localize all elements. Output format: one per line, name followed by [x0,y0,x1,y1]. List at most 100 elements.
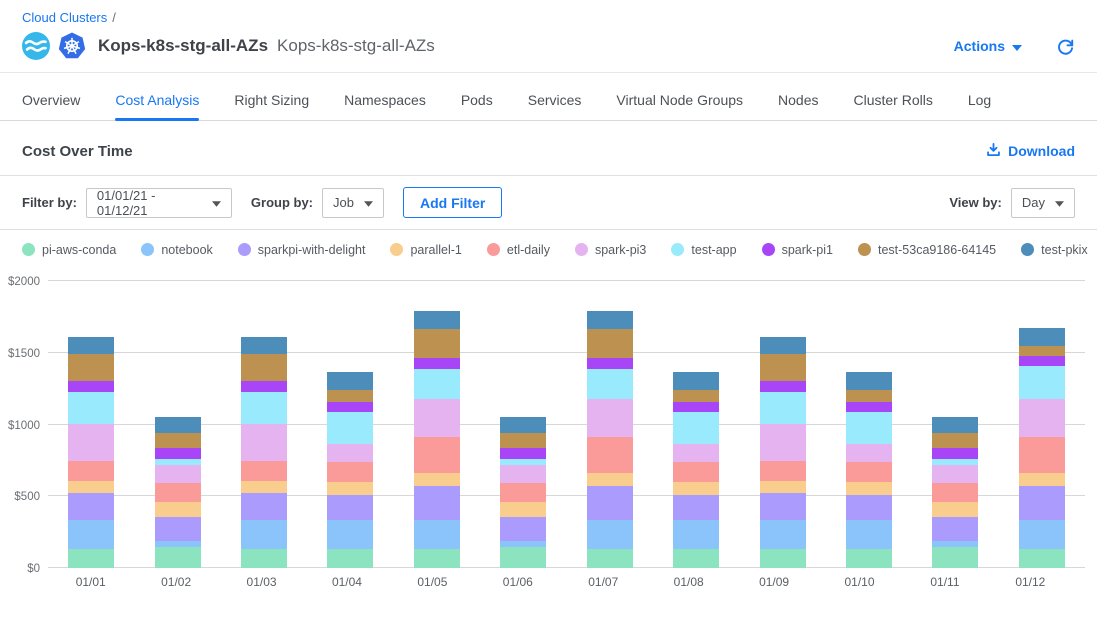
download-button[interactable]: Download [986,142,1075,160]
bar-segment-test-53ca9186-64145[interactable] [413,329,460,358]
bar-segment-spark-pi1[interactable] [413,357,460,369]
legend-item-parallel-1[interactable]: parallel-1 [390,243,462,257]
bar-segment-test-app[interactable] [586,368,633,399]
legend-item-spark-pi3[interactable]: spark-pi3 [574,243,646,257]
legend-item-etl-daily[interactable]: etl-daily [486,243,550,257]
bar-segment-pi-aws-conda[interactable] [846,548,892,568]
bar-segment-test-53ca9186-64145[interactable] [586,329,633,358]
bar-segment-sparkpi-with-delight[interactable] [932,517,979,542]
bar-segment-test-53ca9186-64145[interactable] [1018,345,1065,356]
bar-segment-test-pkix[interactable] [932,417,979,434]
bar-segment-test-53ca9186-64145[interactable] [154,433,201,449]
bar-01-06[interactable] [500,417,547,568]
bar-01-12[interactable] [1018,328,1065,568]
legend-item-test-pkix[interactable]: test-pkix [1021,243,1088,257]
bar-01-08[interactable] [673,371,720,568]
bar-segment-test-app[interactable] [1018,365,1065,399]
bar-segment-parallel-1[interactable] [327,481,374,495]
bar-segment-pi-aws-conda[interactable] [586,548,633,568]
bar-segment-notebook[interactable] [1018,519,1065,549]
bar-segment-notebook[interactable] [413,519,460,549]
bar-segment-sparkpi-with-delight[interactable] [846,494,892,520]
bar-01-02[interactable] [154,417,201,568]
bar-segment-spark-pi3[interactable] [586,398,633,437]
bar-segment-test-app[interactable] [759,391,806,424]
bar-segment-test-app[interactable] [500,459,547,465]
bar-segment-test-pkix[interactable] [673,371,720,391]
bar-segment-spark-pi3[interactable] [154,464,201,484]
bar-segment-test-53ca9186-64145[interactable] [68,353,115,381]
tab-namespaces[interactable]: Namespaces [344,92,426,108]
bar-01-11[interactable] [932,417,979,568]
bar-01-01[interactable] [68,337,115,568]
bar-segment-spark-pi3[interactable] [846,443,892,462]
tab-nodes[interactable]: Nodes [778,92,819,108]
bar-segment-test-53ca9186-64145[interactable] [327,390,374,402]
legend-item-sparkpi-with-delight[interactable]: sparkpi-with-delight [237,243,365,257]
bar-segment-sparkpi-with-delight[interactable] [327,494,374,520]
bar-segment-pi-aws-conda[interactable] [327,548,374,568]
bar-segment-pi-aws-conda[interactable] [1018,548,1065,568]
tab-overview[interactable]: Overview [22,92,81,108]
view-by-dropdown[interactable]: Day [1010,187,1075,218]
bar-segment-spark-pi1[interactable] [68,380,115,392]
bar-segment-notebook[interactable] [68,519,115,550]
bar-01-03[interactable] [241,337,288,568]
bar-segment-test-pkix[interactable] [759,337,806,354]
bar-segment-notebook[interactable] [759,519,806,550]
bar-01-07[interactable] [586,311,633,568]
bar-segment-test-pkix[interactable] [154,417,201,434]
bar-segment-etl-daily[interactable] [673,461,720,482]
bar-segment-sparkpi-with-delight[interactable] [759,493,806,520]
legend-item-pi-aws-conda[interactable]: pi-aws-conda [22,243,116,257]
bar-segment-test-pkix[interactable] [68,337,115,354]
bar-segment-parallel-1[interactable] [586,472,633,486]
bar-segment-test-app[interactable] [327,411,374,444]
bar-segment-pi-aws-conda[interactable] [241,549,288,568]
bar-01-05[interactable] [413,311,460,568]
bar-segment-spark-pi1[interactable] [673,401,720,412]
add-filter-button[interactable]: Add Filter [402,187,503,218]
bar-segment-spark-pi3[interactable] [673,443,720,462]
bar-segment-spark-pi1[interactable] [932,448,979,459]
bar-segment-test-53ca9186-64145[interactable] [932,433,979,449]
bar-segment-notebook[interactable] [500,541,547,548]
legend-item-notebook[interactable]: notebook [141,243,213,257]
bar-segment-test-app[interactable] [673,411,720,444]
bar-segment-test-pkix[interactable] [327,371,374,391]
tab-pods[interactable]: Pods [460,92,493,108]
bar-segment-test-pkix[interactable] [846,371,892,391]
bar-segment-sparkpi-with-delight[interactable] [500,517,547,542]
bar-segment-test-app[interactable] [154,459,201,465]
bar-segment-test-pkix[interactable] [586,311,633,330]
bar-segment-parallel-1[interactable] [759,480,806,494]
bar-segment-test-53ca9186-64145[interactable] [241,353,288,381]
bar-segment-notebook[interactable] [586,519,633,549]
refresh-button[interactable] [1056,37,1075,56]
bar-segment-spark-pi1[interactable] [500,448,547,459]
bar-segment-parallel-1[interactable] [846,481,892,495]
bar-segment-parallel-1[interactable] [413,472,460,486]
bar-segment-spark-pi3[interactable] [500,464,547,484]
bar-segment-spark-pi3[interactable] [413,398,460,437]
group-by-dropdown[interactable]: Job [322,187,384,218]
bar-segment-etl-daily[interactable] [846,461,892,482]
bar-segment-pi-aws-conda[interactable] [759,549,806,568]
bar-segment-pi-aws-conda[interactable] [413,548,460,568]
bar-segment-spark-pi3[interactable] [759,423,806,462]
bar-segment-parallel-1[interactable] [241,480,288,494]
bar-segment-spark-pi3[interactable] [932,464,979,484]
bar-segment-parallel-1[interactable] [1018,472,1065,486]
bar-segment-test-app[interactable] [846,411,892,444]
tab-services[interactable]: Services [527,92,582,108]
bar-segment-pi-aws-conda[interactable] [154,547,201,568]
bar-segment-parallel-1[interactable] [932,502,979,518]
bar-segment-notebook[interactable] [932,541,979,548]
tab-virtual-node-groups[interactable]: Virtual Node Groups [616,92,744,108]
bar-segment-test-pkix[interactable] [1018,328,1065,346]
bar-segment-notebook[interactable] [327,519,374,549]
bar-segment-spark-pi1[interactable] [586,357,633,369]
bar-segment-notebook[interactable] [154,541,201,548]
legend-item-test-app[interactable]: test-app [671,243,737,257]
bar-segment-pi-aws-conda[interactable] [932,547,979,568]
